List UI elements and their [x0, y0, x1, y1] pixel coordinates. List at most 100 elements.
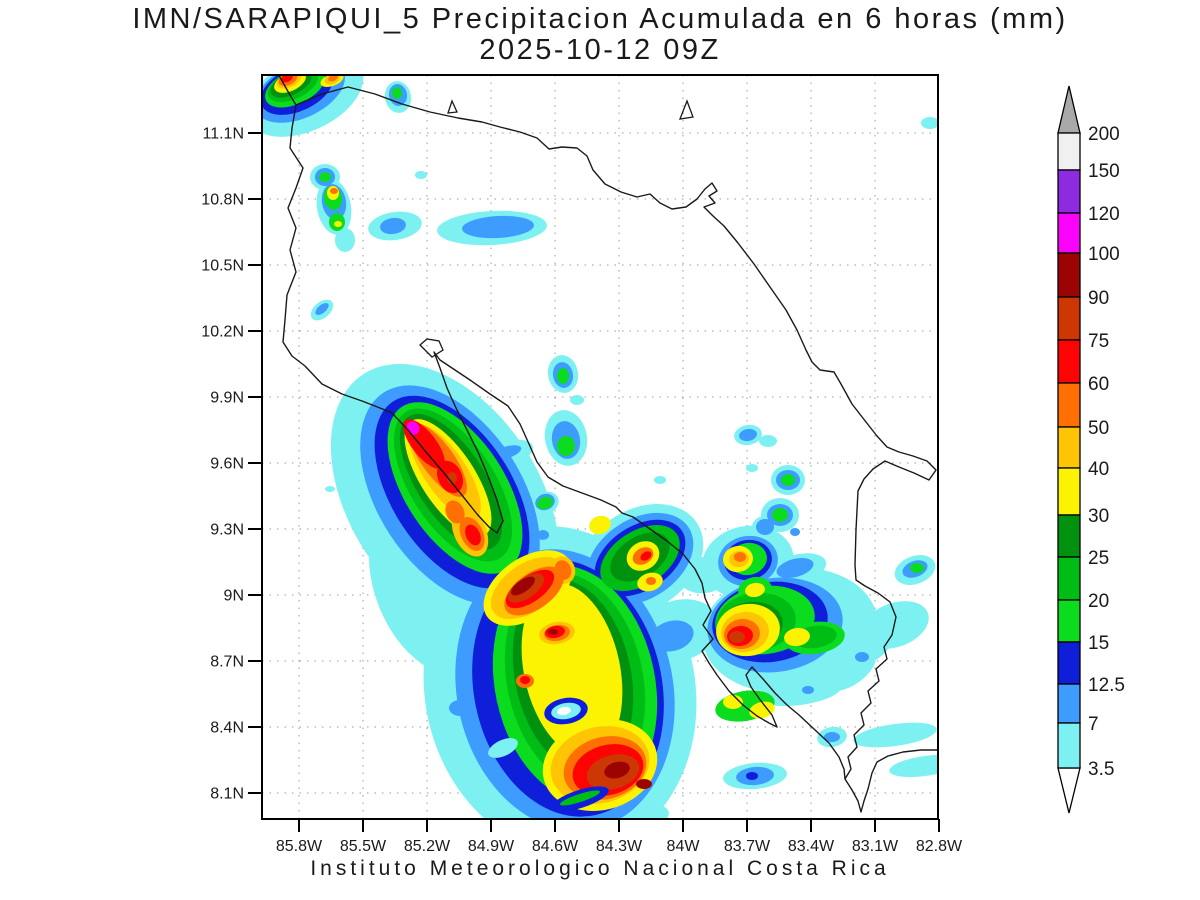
- precip-cell-g1: [557, 436, 575, 456]
- colorbar-over-triangle: [1057, 85, 1081, 134]
- island-outline: [678, 99, 694, 120]
- precip-cell-c: [921, 117, 938, 129]
- coastline-borders: [277, 75, 938, 813]
- precip-cell-o: [330, 188, 338, 194]
- lon-tick-label: 84.6W: [532, 838, 579, 855]
- precip-cell-c: [889, 754, 938, 778]
- precip-cell-c: [415, 171, 427, 179]
- colorbar-segment: [1057, 683, 1081, 724]
- lat-tick-label: 8.1N: [210, 786, 244, 803]
- colorbar-legend: 200 150 120 100 90 75 60 50 40 30 25 20 15 12.5 7 3.5: [1057, 85, 1125, 814]
- lat-tick-label: 8.4N: [210, 720, 244, 737]
- precip-cell-c: [335, 228, 355, 252]
- lon-tick-label: 84.9W: [468, 838, 515, 855]
- precip-cell-b: [315, 303, 329, 315]
- lat-tick-label: 8.7N: [210, 654, 244, 671]
- colorbar-segment: [1057, 296, 1081, 341]
- lat-tick-label: 9.3N: [210, 522, 244, 539]
- colorbar-segment: [1057, 722, 1081, 769]
- precip-cell-c: [853, 722, 937, 748]
- colorbar-segment: [1057, 212, 1081, 254]
- colorbar-segment: [1057, 556, 1081, 601]
- precip-cell-c: [654, 476, 666, 484]
- island-outline: [447, 99, 458, 114]
- lon-tick-label: 85.8W: [276, 838, 323, 855]
- precip-cell-c: [397, 613, 407, 621]
- coastline-path: [277, 75, 938, 813]
- precip-cell-b: [802, 686, 814, 694]
- figure-title: IMN/SARAPIQUI_5 Precipitacion Acumulada …: [132, 3, 1067, 35]
- lon-tick-label: 85.5W: [340, 838, 387, 855]
- colorbar-label: 40: [1088, 459, 1109, 480]
- precip-cell-c: [570, 395, 584, 405]
- precip-cell-r: [640, 551, 652, 561]
- colorbar-label: 150: [1088, 161, 1120, 182]
- lat-tick-label: 10.2N: [201, 324, 244, 341]
- colorbar-label: 7: [1088, 714, 1099, 735]
- coastline-path: [295, 86, 937, 780]
- precip-cell-g2: [559, 790, 601, 806]
- colorbar-segment: [1057, 132, 1081, 171]
- precip-cell-k: [729, 631, 745, 643]
- precip-cell-b: [650, 620, 694, 652]
- precip-cell-c: [488, 738, 518, 758]
- precip-cell-d: [636, 779, 652, 789]
- precip-cell-d: [548, 629, 558, 635]
- precip-cell-y: [334, 221, 342, 227]
- precip-cell-b: [824, 732, 840, 742]
- precip-cell-c: [325, 486, 335, 492]
- colorbar-segment: [1057, 514, 1081, 558]
- lat-tick-label: 9N: [224, 588, 244, 605]
- precip-cell-o: [646, 577, 656, 585]
- colorbar-segment: [1057, 339, 1081, 384]
- precip-cell-o: [734, 552, 746, 562]
- precip-cell-c: [861, 601, 929, 649]
- precip-cell-b: [449, 700, 471, 716]
- colorbar-label: 50: [1088, 418, 1109, 439]
- colorbar-segment: [1057, 599, 1081, 643]
- precipitation-shading: [262, 75, 938, 819]
- precip-cell-r: [465, 524, 481, 546]
- colorbar-under-triangle: [1057, 767, 1081, 814]
- colorbar-label: 30: [1088, 506, 1109, 527]
- colorbar-label: 12.5: [1088, 675, 1125, 696]
- colorbar-label: 75: [1088, 331, 1109, 352]
- precip-cell-y: [723, 695, 743, 709]
- lon-tick-label: 83.1W: [852, 838, 899, 855]
- lon-tick-label: 84.3W: [596, 838, 643, 855]
- precip-cell-c: [759, 435, 777, 447]
- precip-cell-d: [604, 761, 630, 779]
- lat-tick-label: 10.8N: [201, 192, 244, 209]
- colorbar-label: 20: [1088, 591, 1109, 612]
- precip-cell-g1: [772, 508, 788, 522]
- precip-cell-B: [746, 772, 758, 780]
- precip-cell-o: [445, 500, 465, 524]
- lat-tick-label: 9.6N: [210, 456, 244, 473]
- precip-cell-c: [427, 654, 445, 666]
- precip-cell-r: [520, 676, 530, 684]
- lon-tick-label: 83.4W: [788, 838, 835, 855]
- colorbar-segment: [1057, 382, 1081, 428]
- precip-cell-d: [511, 576, 535, 596]
- figure-subtitle-date: 2025-10-12 09Z: [479, 34, 720, 66]
- precip-cell-b: [790, 528, 800, 536]
- colorbar-segment: [1057, 169, 1081, 214]
- colorbar-label: 120: [1088, 204, 1120, 225]
- precip-cell-g1: [392, 87, 402, 99]
- precip-cell-b: [380, 217, 406, 235]
- precip-cell-b: [855, 652, 869, 662]
- precip-cell-g1: [557, 368, 569, 384]
- lat-tick-label: 10.5N: [201, 258, 244, 275]
- colorbar-label: 3.5: [1088, 759, 1114, 780]
- precip-cell-y: [784, 627, 810, 647]
- colorbar-label: 15: [1088, 633, 1109, 654]
- precip-cell-b: [739, 428, 757, 442]
- precip-cell-g1: [910, 563, 924, 573]
- colorbar-segment: [1057, 426, 1081, 469]
- precip-cell-c: [746, 464, 758, 472]
- island-outline: [419, 338, 444, 358]
- precip-cell-b: [756, 519, 774, 535]
- precip-cell-o: [328, 75, 338, 82]
